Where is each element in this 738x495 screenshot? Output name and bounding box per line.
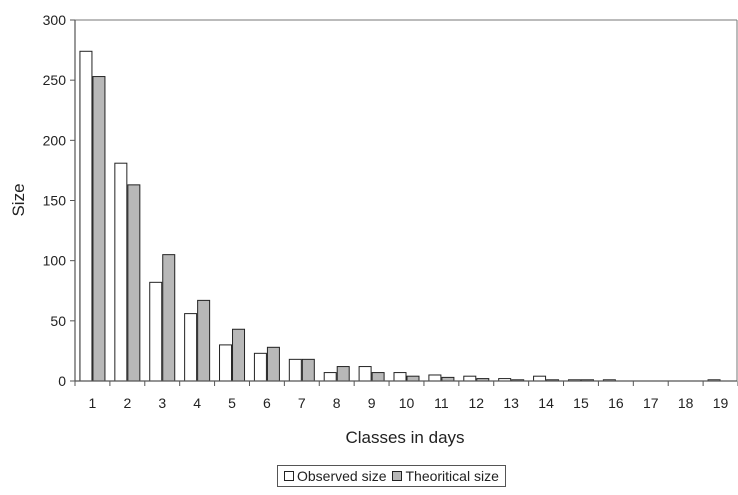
bars [79,50,721,382]
bar-observed-8 [323,372,337,382]
y-tick-label-250: 250 [43,72,67,88]
plot-frame [75,19,738,381]
bar-observed-6 [253,352,267,382]
bar-theoretical-2 [127,184,141,382]
bar-observed-14 [533,375,547,382]
bar-theoretical-8 [336,366,350,382]
x-tick-label-7: 7 [298,395,306,411]
x-tick-label-13: 13 [503,395,519,411]
x-tick-label-8: 8 [333,395,341,411]
x-tick-label-19: 19 [713,395,729,411]
x-tick-label-10: 10 [399,395,415,411]
x-tick-label-5: 5 [228,395,236,411]
bar-theoretical-6 [266,346,280,382]
legend-label-observed: Observed size [297,468,387,484]
y-axis-title: Size [9,183,28,216]
bar-theoretical-1 [92,76,106,382]
x-tick-label-18: 18 [678,395,694,411]
x-tick-label-1: 1 [89,395,97,411]
y-tick-label-50: 50 [50,313,66,329]
x-tick-label-12: 12 [469,395,485,411]
x-tick-label-14: 14 [538,395,554,411]
x-tick-label-11: 11 [434,395,449,411]
bar-theoretical-10 [406,375,420,382]
legend: Observed size Theoritical size [277,465,506,487]
bar-observed-12 [463,375,477,382]
bar-observed-3 [149,281,163,382]
y-tick-label-200: 200 [43,132,67,148]
bar-theoretical-5 [232,328,246,382]
y-tick-label-100: 100 [43,253,67,269]
legend-swatch-theoretical [392,471,403,481]
x-tick-label-2: 2 [123,395,131,411]
x-tick-label-6: 6 [263,395,271,411]
bar-theoretical-3 [162,254,176,382]
bar-observed-5 [219,344,233,382]
x-tick-label-3: 3 [158,395,166,411]
x-tick-label-15: 15 [573,395,589,411]
bar-theoretical-7 [301,358,315,382]
x-tick-label-17: 17 [643,395,659,411]
bar-theoretical-9 [371,372,385,382]
bar-observed-7 [288,358,302,382]
bar-observed-1 [79,50,93,382]
y-tick-label-0: 0 [58,373,66,389]
x-axis-ticks: 1 2 3 4 5 6 7 8 9 10 11 12 13 14 15 16 17 18 19 [74,381,738,411]
legend-swatch-observed [284,471,294,481]
x-tick-label-9: 9 [368,395,376,411]
legend-label-theoretical: Theoritical size [405,468,499,484]
bar-observed-10 [393,372,407,382]
y-axis-ticks: 0 50 100 150 200 250 300 [43,12,75,389]
bar-observed-9 [358,366,372,382]
x-tick-label-4: 4 [193,395,201,411]
y-tick-label-150: 150 [43,193,67,209]
x-tick-label-16: 16 [608,395,624,411]
bar-observed-2 [114,162,128,382]
bar-theoretical-4 [197,299,211,382]
legend-item-observed: Observed size [284,468,386,484]
legend-item-theoretical: Theoritical size [392,468,499,484]
bar-observed-4 [184,313,198,382]
y-tick-label-300: 300 [43,12,67,28]
bar-observed-11 [428,374,442,382]
x-axis-title: Classes in days [345,428,464,447]
